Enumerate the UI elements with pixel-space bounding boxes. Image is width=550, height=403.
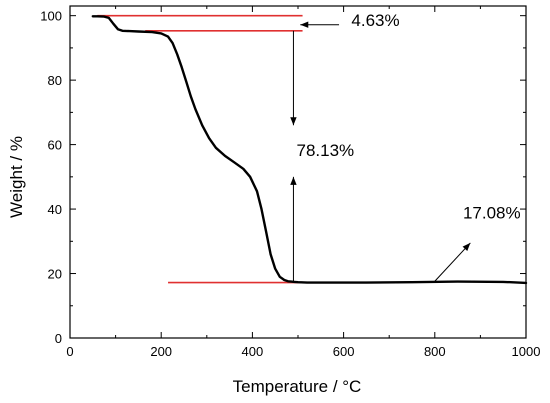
- y-tick-label: 20: [48, 267, 62, 282]
- tick-labels: 0 200 400 600 800 1000 0 20 40 60 80 100: [40, 9, 540, 359]
- arrow-head: [300, 21, 309, 28]
- arrow: [434, 242, 471, 282]
- x-tick-label: 600: [333, 344, 355, 359]
- x-tick-label: 400: [242, 344, 264, 359]
- weight-series: [91, 15, 528, 285]
- x-axis-title: Temperature / °C: [233, 377, 362, 396]
- annotation-arrows: [290, 21, 471, 283]
- arrow: [290, 30, 297, 126]
- annotation-label: 78.13%: [297, 141, 355, 160]
- annotation-levels: [97, 14, 326, 284]
- y-tick-label: 0: [55, 331, 62, 346]
- arrow: [300, 21, 340, 28]
- arrow-head: [462, 242, 471, 251]
- y-tick-label: 100: [40, 9, 62, 24]
- y-tick-label: 40: [48, 202, 62, 217]
- plot-frame: [69, 5, 527, 339]
- annotation-labels: 4.63% 78.13% 17.08%: [297, 11, 521, 223]
- y-tick-label: 80: [48, 73, 62, 88]
- x-tick-label: 800: [424, 344, 446, 359]
- plot-border: [69, 5, 527, 339]
- annotation-label: 17.08%: [463, 204, 521, 223]
- x-tick-label: 200: [150, 344, 172, 359]
- x-tick-label: 1000: [512, 344, 541, 359]
- arrow-shaft: [434, 242, 471, 282]
- arrow-head: [290, 176, 297, 185]
- x-tick-label: 0: [66, 344, 73, 359]
- y-axis-title: Weight / %: [7, 136, 26, 218]
- arrow: [290, 176, 297, 283]
- arrow-head: [290, 117, 297, 126]
- annotation-label: 4.63%: [351, 11, 399, 30]
- y-tick-label: 60: [48, 138, 62, 153]
- series-line: [91, 15, 528, 285]
- axis-ticks: [69, 6, 527, 339]
